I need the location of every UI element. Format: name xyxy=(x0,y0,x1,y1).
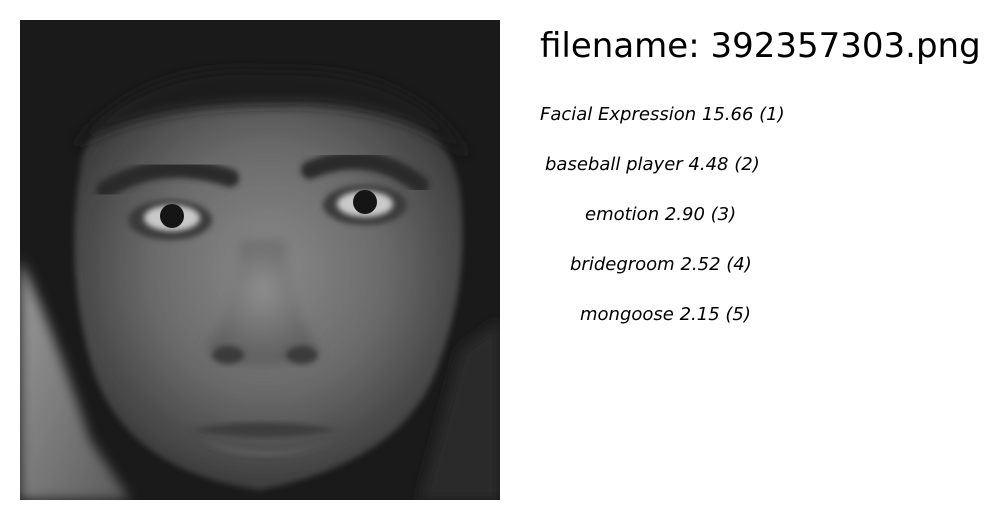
prediction-rank: (4) xyxy=(726,254,752,275)
prediction-score: 4.48 xyxy=(688,154,729,175)
prediction-rank: (1) xyxy=(759,104,785,125)
face-photo-image xyxy=(20,20,500,500)
prediction-label: bridegroom xyxy=(570,254,675,275)
prediction-label: emotion xyxy=(585,204,660,225)
prediction-item: bridegroom 2.52 (4) xyxy=(570,250,752,280)
prediction-item: emotion 2.90 (3) xyxy=(585,200,736,230)
prediction-label: mongoose xyxy=(580,304,674,325)
prediction-item: Facial Expression 15.66 (1) xyxy=(540,100,785,130)
prediction-score: 2.15 xyxy=(679,304,720,325)
prediction-label: baseball player xyxy=(545,154,683,175)
prediction-score: 2.52 xyxy=(680,254,721,275)
prediction-score: 2.90 xyxy=(664,204,705,225)
prediction-label: Facial Expression xyxy=(540,104,697,125)
prediction-score: 15.66 xyxy=(701,104,754,125)
face-photo xyxy=(20,20,500,500)
prediction-item: baseball player 4.48 (2) xyxy=(545,150,760,180)
prediction-rank: (3) xyxy=(710,204,737,225)
prediction-item: mongoose 2.15 (5) xyxy=(580,300,751,330)
prediction-rank: (2) xyxy=(734,154,760,175)
filename-label: filename: 392357303.png xyxy=(540,26,981,66)
prediction-rank: (5) xyxy=(725,304,751,325)
